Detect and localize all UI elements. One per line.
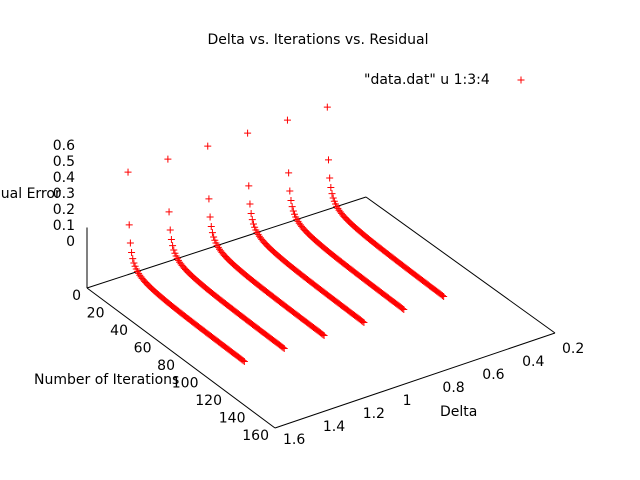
- legend-marker-plus: [517, 76, 525, 84]
- legend: "data.dat" u 1:3:4: [364, 72, 525, 88]
- data-point: [438, 292, 446, 300]
- data-point: [129, 255, 137, 263]
- data-point: [239, 357, 247, 365]
- data-point: [210, 233, 218, 241]
- data-point: [130, 259, 138, 267]
- x-tick-label: 1.6: [283, 432, 305, 448]
- data-point: [326, 174, 334, 182]
- data-point: [283, 116, 291, 124]
- data-point: [206, 213, 214, 221]
- x-tick-label: 1.4: [323, 419, 345, 435]
- y-tick-label: 40: [110, 323, 128, 339]
- data-point: [289, 207, 297, 215]
- data-point: [166, 226, 174, 234]
- x-tick-label: 0.8: [442, 380, 464, 396]
- data-point: [323, 103, 331, 111]
- z-tick-label: 0.2: [53, 202, 75, 218]
- chart-title: Delta vs. Iterations vs. Residual: [207, 32, 428, 48]
- data-point: [359, 318, 367, 326]
- y-tick-label: 100: [172, 376, 199, 392]
- data-point: [400, 305, 408, 313]
- data-point: [248, 216, 256, 224]
- data-point: [245, 182, 253, 190]
- data-point: [170, 246, 178, 254]
- z-tick-label: 0.5: [53, 154, 75, 170]
- data-point: [208, 229, 216, 237]
- data-point: [205, 195, 213, 203]
- base-edge-left: [86, 287, 276, 429]
- data-point: [126, 239, 134, 247]
- data-point: [285, 169, 293, 177]
- x-tick-label: 0.4: [522, 354, 544, 370]
- data-point: [329, 194, 337, 202]
- data-point: [247, 210, 255, 218]
- z-axis-label: Residual Error: [0, 186, 61, 202]
- legend-marker: [517, 76, 525, 84]
- data-point: [440, 292, 448, 300]
- data-point: [288, 203, 296, 211]
- base-edge-right: [365, 196, 556, 334]
- z-tick-label: 0: [66, 234, 75, 250]
- data-point: [360, 318, 368, 326]
- base-edge-front: [274, 332, 556, 429]
- y-tick-label: 60: [134, 341, 152, 357]
- data-point: [328, 190, 336, 198]
- x-tick-label: 1.2: [363, 406, 385, 422]
- data-point: [169, 242, 177, 250]
- data-point: [327, 184, 335, 192]
- data-points: [124, 103, 448, 365]
- y-tick-label: 80: [157, 358, 175, 374]
- y-tick-label: 120: [195, 393, 222, 409]
- x-tick-label: 1: [403, 393, 412, 409]
- data-point: [249, 220, 257, 228]
- tick-labels: 0.10.20.30.40.50.60020406080100120140160…: [53, 138, 585, 448]
- data-point: [167, 236, 175, 244]
- data-point: [128, 249, 136, 257]
- axes-frame: [86, 196, 556, 429]
- data-point: [124, 168, 132, 176]
- data-point: [280, 344, 288, 352]
- data-point: [204, 142, 212, 150]
- data-point: [324, 156, 332, 164]
- data-point: [279, 344, 287, 352]
- y-tick-label: 140: [219, 411, 246, 427]
- legend-series-label: "data.dat" u 1:3:4: [364, 72, 490, 88]
- x-axis-label: Delta: [440, 404, 477, 420]
- z-tick-label: 0.6: [53, 138, 75, 154]
- y-tick-label: 0: [72, 288, 81, 304]
- data-point: [286, 187, 294, 195]
- base-edge-back: [86, 196, 367, 289]
- data-point: [240, 357, 248, 365]
- x-tick-label: 0.6: [482, 367, 504, 383]
- data-point: [164, 155, 172, 163]
- data-point: [246, 200, 254, 208]
- data-point: [244, 129, 252, 137]
- data-point: [165, 208, 173, 216]
- y-axis-label: Number of Iterations: [34, 372, 179, 388]
- data-point: [287, 197, 295, 205]
- data-point: [125, 221, 133, 229]
- data-point: [207, 223, 215, 231]
- z-tick-label: 0.4: [53, 170, 75, 186]
- data-point: [319, 331, 327, 339]
- x-tick-label: 0.2: [562, 341, 584, 357]
- y-tick-label: 20: [87, 306, 105, 322]
- data-point: [399, 305, 407, 313]
- z-tick-label: 0.1: [53, 218, 75, 234]
- y-tick-label: 160: [242, 428, 269, 444]
- data-point: [320, 331, 328, 339]
- z-tick-label: 0.3: [53, 186, 75, 202]
